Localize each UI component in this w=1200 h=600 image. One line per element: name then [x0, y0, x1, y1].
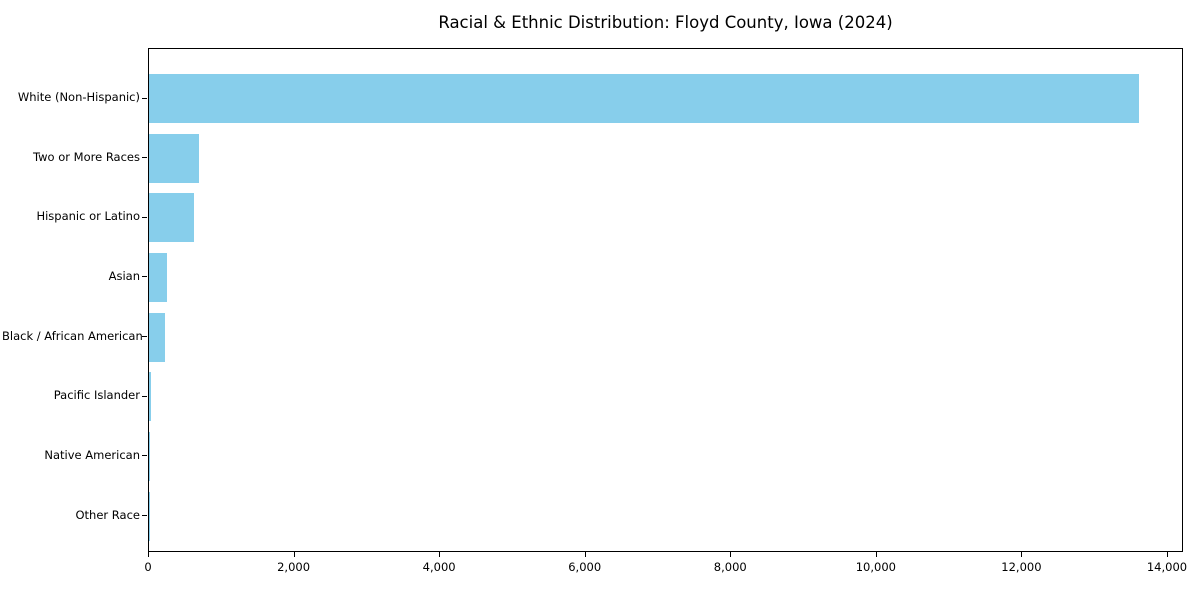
- bar-native-american: [149, 431, 151, 481]
- bar-pacific-islander: [149, 372, 152, 422]
- x-tick-label: 2,000: [277, 560, 311, 574]
- bar-two-or-more-races: [149, 133, 200, 183]
- y-tick-label: Two or More Races: [33, 149, 140, 164]
- x-tick-label: 14,000: [1146, 560, 1188, 574]
- x-tick-label: 10,000: [855, 560, 896, 574]
- y-tick-label: White (Non-Hispanic): [17, 90, 140, 104]
- y-tick-mark: [142, 455, 147, 457]
- x-tick-mark: [584, 552, 586, 557]
- bar-black-african-american: [149, 312, 165, 362]
- x-tick-mark: [730, 552, 732, 557]
- y-tick-mark: [142, 216, 147, 218]
- chart-title: Racial & Ethnic Distribution: Floyd Coun…: [438, 13, 893, 32]
- bar-asian: [149, 252, 168, 302]
- y-tick-mark: [142, 515, 147, 517]
- y-tick-label: Pacific Islander: [53, 388, 140, 403]
- y-tick-label: Black / African American: [2, 328, 143, 343]
- x-tick-label: 0: [144, 560, 152, 574]
- x-tick-label: 12,000: [1001, 560, 1042, 574]
- x-tick-label: 8,000: [713, 560, 747, 574]
- y-tick-label: Native American: [44, 447, 140, 462]
- x-tick-mark: [148, 552, 149, 557]
- x-tick-label: 4,000: [422, 560, 456, 574]
- y-tick-label: Hispanic or Latino: [36, 209, 140, 224]
- x-tick-mark: [439, 552, 441, 557]
- x-tick-mark: [875, 552, 877, 557]
- bar-white-non-hispanic: [149, 74, 1139, 123]
- y-tick-label: Asian: [108, 268, 140, 283]
- bar-other-race: [149, 491, 150, 541]
- x-tick-mark: [293, 552, 295, 557]
- y-tick-mark: [142, 395, 147, 397]
- y-tick-label: Other Race: [75, 507, 141, 522]
- y-tick-mark: [142, 336, 147, 338]
- x-tick-mark: [1021, 552, 1023, 557]
- x-tick-mark: [1166, 552, 1168, 557]
- x-tick-label: 6,000: [568, 560, 602, 574]
- plot-area: [148, 48, 1183, 552]
- y-tick-mark: [142, 97, 147, 99]
- y-tick-mark: [142, 276, 147, 278]
- bar-hispanic-or-latino: [149, 193, 195, 243]
- y-tick-mark: [142, 157, 147, 159]
